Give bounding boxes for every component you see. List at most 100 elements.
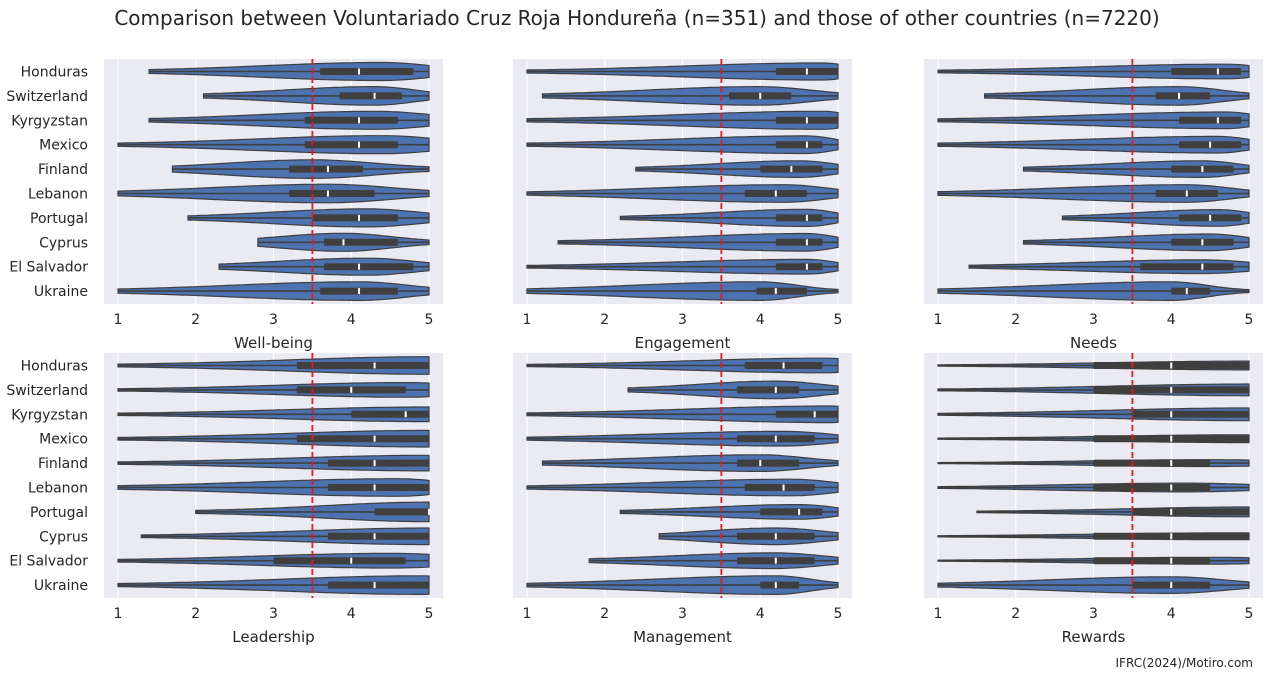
x-tick-label: 1 (523, 606, 532, 622)
violin-iqr-box (1140, 263, 1234, 271)
violin-iqr-box (273, 557, 406, 565)
violin-iqr-box (760, 581, 800, 589)
violin-iqr-box (304, 141, 398, 149)
x-axis-label: Well-being (234, 334, 313, 352)
violin-iqr-box (1093, 557, 1211, 565)
panel-management: 1 2 3 4 5 Management (513, 353, 852, 646)
x-axis-label: Management (633, 628, 732, 646)
violin-iqr-box (756, 287, 807, 295)
x-tick-label: 2 (191, 312, 200, 328)
panel-rewards: 1 2 3 4 5 Rewards (924, 353, 1263, 646)
violin-iqr-box (324, 238, 398, 246)
violin-iqr-box (1093, 459, 1211, 467)
x-tick-label: 3 (269, 606, 278, 622)
x-tick-label: 5 (425, 312, 434, 328)
x-tick-label: 3 (678, 312, 687, 328)
violin-iqr-box (324, 263, 414, 271)
x-tick-label: 1 (934, 606, 943, 622)
panel-well-being: 1 2 3 4 5 Well-being Honduras Switzerland Kyrgyz… (6, 59, 443, 352)
violin-iqr-box (296, 435, 430, 443)
x-axis-label: Needs (1070, 334, 1117, 352)
panel-needs: 1 2 3 4 5 Needs (924, 59, 1263, 352)
violin-iqr-box (327, 484, 430, 491)
x-tick-label: 3 (269, 312, 278, 328)
x-axis-label: Engagement (635, 334, 731, 352)
x-tick-label: 1 (523, 312, 532, 328)
panel-leadership: 1 2 3 4 5 Leadership Honduras Switzerland Kyrgyz… (6, 353, 443, 646)
violin-iqr-box (1155, 92, 1211, 100)
violin-iqr-box (775, 238, 823, 246)
y-tick-label: Lebanon (28, 187, 88, 203)
x-tick-label: 4 (347, 606, 356, 622)
y-tick-label: Honduras (21, 359, 88, 375)
x-tick-label: 2 (600, 606, 609, 622)
violin-iqr-box (289, 165, 363, 173)
y-tick-label: Finland (38, 162, 88, 178)
x-tick-label: 5 (834, 312, 843, 328)
x-tick-label: 2 (191, 606, 200, 622)
x-tick-label: 4 (1167, 606, 1176, 622)
violin-iqr-box (351, 410, 430, 418)
y-tick-label: Mexico (39, 432, 88, 448)
y-tick-label: Ukraine (34, 578, 88, 594)
violin-iqr-box (775, 214, 823, 222)
x-tick-label: 5 (1245, 606, 1254, 622)
violin-iqr-box (744, 484, 815, 491)
y-tick-label: Switzerland (6, 89, 88, 105)
x-tick-label: 3 (678, 606, 687, 622)
violin-iqr-box (320, 68, 414, 75)
violin-iqr-box (775, 141, 823, 149)
violin-iqr-box (1132, 410, 1250, 418)
x-tick-label: 3 (1089, 606, 1098, 622)
x-tick-label: 5 (425, 606, 434, 622)
violin-iqr-box (1171, 287, 1211, 295)
violin-iqr-box (775, 410, 839, 418)
x-tick-label: 2 (1011, 312, 1020, 328)
y-tick-label: Portugal (30, 505, 88, 521)
y-tick-label: Ukraine (34, 284, 88, 300)
violin-iqr-box (289, 190, 375, 197)
x-tick-label: 3 (1089, 312, 1098, 328)
violin-iqr-box (1179, 116, 1242, 124)
y-tick-label: Kyrgyzstan (11, 407, 88, 423)
y-tick-label: El Salvador (9, 260, 88, 276)
violin-iqr-box (327, 459, 430, 467)
y-tick-label: Honduras (21, 65, 88, 81)
violin-iqr-box (736, 386, 800, 394)
y-tick-label: Switzerland (6, 383, 88, 399)
x-tick-label: 5 (1245, 312, 1254, 328)
violin-iqr-box (1171, 68, 1242, 75)
violin-iqr-box (327, 581, 430, 589)
y-tick-label: Mexico (39, 138, 88, 154)
violin-iqr-box (327, 532, 430, 540)
panels-layer: 1 2 3 4 5 Well-being Honduras Switzerland Kyrgyz… (6, 59, 1263, 646)
x-tick-label: 1 (114, 606, 123, 622)
x-tick-label: 1 (934, 312, 943, 328)
x-tick-label: 2 (600, 312, 609, 328)
violin-iqr-box (1093, 484, 1211, 491)
y-tick-label: Cyprus (39, 235, 88, 251)
violin-iqr-box (339, 92, 402, 100)
violin-iqr-box (296, 362, 430, 369)
y-tick-label: Kyrgyzstan (11, 113, 88, 129)
x-tick-label: 4 (756, 312, 765, 328)
x-tick-label: 4 (347, 312, 356, 328)
x-axis-label: Rewards (1062, 628, 1126, 646)
violin-iqr-box (304, 116, 398, 124)
x-tick-label: 1 (114, 312, 123, 328)
y-tick-label: Lebanon (28, 481, 88, 497)
y-tick-label: Cyprus (39, 529, 88, 545)
x-tick-label: 4 (756, 606, 765, 622)
source-credit: IFRC(2024)/Motiro.com (1116, 656, 1253, 670)
x-tick-label: 5 (834, 606, 843, 622)
y-tick-label: Portugal (30, 211, 88, 227)
violin-iqr-box (760, 508, 823, 516)
x-axis-label: Leadership (232, 628, 314, 646)
x-tick-label: 2 (1011, 606, 1020, 622)
y-tick-label: Finland (38, 456, 88, 472)
violin-iqr-box (1132, 508, 1250, 516)
chart-title: Comparison between Voluntariado Cruz Roj… (114, 6, 1159, 30)
violin-iqr-box (374, 508, 430, 516)
